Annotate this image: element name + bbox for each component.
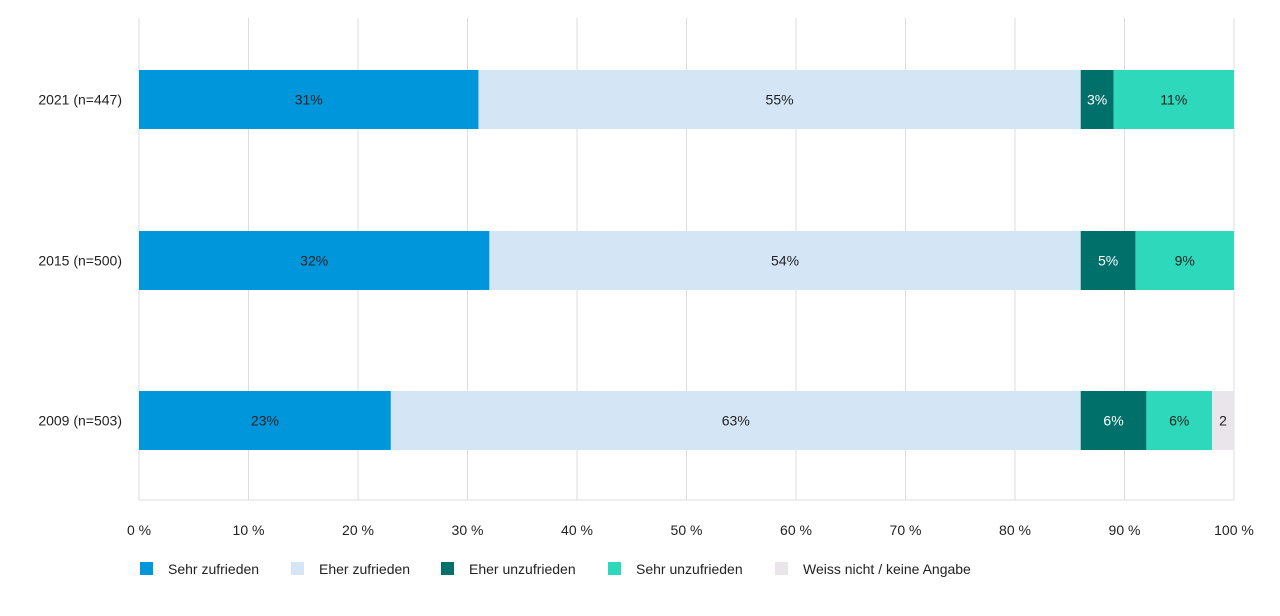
bar-segment [489,231,1081,290]
bar-segment [1080,70,1114,129]
x-tick-label: 90 % [1109,522,1141,538]
bar-segment [1146,391,1213,450]
x-tick-label: 10 % [233,522,265,538]
bar-segment [139,70,479,129]
data-label: 32% [300,253,328,269]
legend-swatch [608,562,621,575]
bar-segment [1135,231,1234,290]
bar-segment [139,231,490,290]
bar-segment [390,391,1081,450]
data-label: 23% [251,413,279,429]
x-tick-label: 40 % [561,522,593,538]
legend-swatch [291,562,304,575]
bar-segment [1212,391,1234,450]
bar-segment [1080,391,1147,450]
bar-segment [478,70,1081,129]
legend-label: Weiss nicht / keine Angabe [803,561,971,577]
data-label: 31% [295,92,323,108]
data-label: 6% [1103,413,1123,429]
x-tick-label: 50 % [671,522,703,538]
x-tick-label: 0 % [127,522,151,538]
legend-label: Sehr zufrieden [168,561,259,577]
data-label: 63% [722,413,750,429]
legend-label: Eher zufrieden [319,561,410,577]
category-label: 2009 (n=503) [38,413,122,429]
x-tick-label: 60 % [780,522,812,538]
x-tick-label: 80 % [999,522,1031,538]
legend-swatch [775,562,788,575]
category-label: 2015 (n=500) [38,253,122,269]
bar-segment [139,391,391,450]
legend-label: Eher unzufrieden [469,561,576,577]
x-tick-label: 100 % [1214,522,1254,538]
data-label: 3% [1087,92,1107,108]
legend-label: Sehr unzufrieden [636,561,743,577]
x-tick-label: 30 % [452,522,484,538]
data-label: 11% [1160,92,1187,108]
data-label: 9% [1175,253,1195,269]
data-label: 6% [1169,413,1189,429]
legend-swatch [441,562,454,575]
bar-segment [1080,231,1136,290]
legend-swatch [140,562,153,575]
data-label: 54% [771,253,799,269]
category-label: 2021 (n=447) [38,92,122,108]
bar-segment [1113,70,1234,129]
data-label: 5% [1098,253,1118,269]
x-tick-label: 20 % [342,522,374,538]
data-label: 55% [766,92,794,108]
data-label: 2 [1219,413,1227,429]
x-tick-label: 70 % [890,522,922,538]
